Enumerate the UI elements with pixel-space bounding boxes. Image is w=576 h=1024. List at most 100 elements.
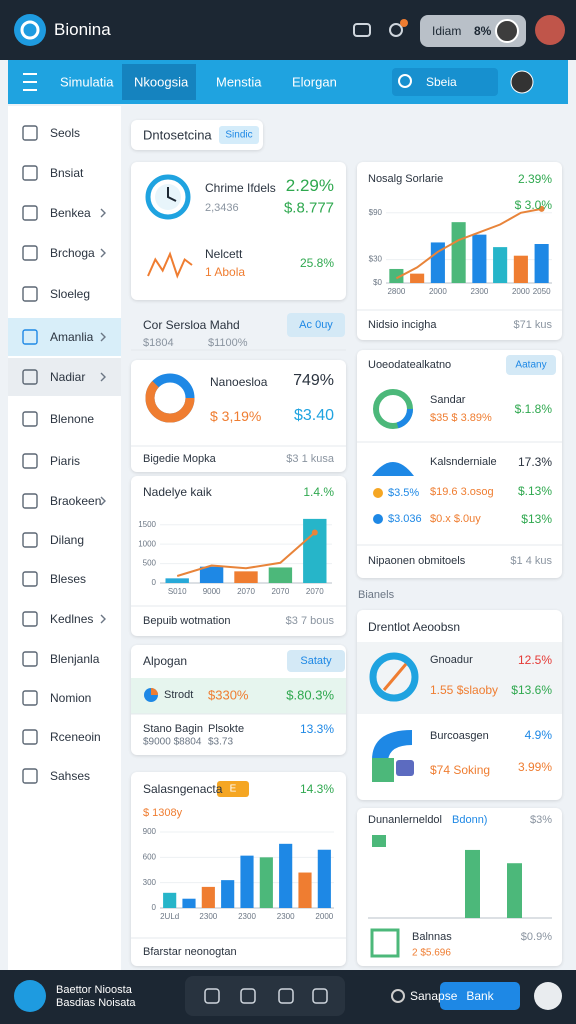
x-tick-label: 2300	[238, 912, 256, 921]
label: Bepuib wotmation	[143, 615, 231, 627]
sidebar-item[interactable]: Benkea	[50, 206, 91, 220]
bar	[493, 247, 508, 283]
avatar	[535, 15, 565, 45]
y-tick-label: 500	[143, 559, 157, 568]
nav-item[interactable]: Nkoogsia	[134, 74, 189, 90]
sidebar-item[interactable]: Piaris	[50, 454, 81, 468]
sidebar-item[interactable]: Bnsiat	[50, 166, 84, 180]
button-label[interactable]: Sataty	[300, 655, 332, 667]
sidebar-item[interactable]: Dilang	[50, 533, 85, 547]
value: 17.3%	[517, 455, 552, 469]
sidebar-item[interactable]: Sahses	[50, 769, 91, 783]
y-tick-label: 0	[152, 903, 157, 912]
gauge-icon	[369, 652, 419, 702]
chevron	[100, 248, 106, 258]
sidebar-icon	[22, 205, 38, 221]
button[interactable]	[287, 650, 345, 672]
button-label[interactable]: Bank	[466, 989, 494, 1003]
label: Uoeodatealkatno	[368, 359, 452, 371]
x-tick-label: 9000	[203, 587, 221, 596]
clock-icon	[145, 174, 191, 220]
sidebar-active	[8, 318, 121, 356]
bar	[507, 863, 522, 918]
label: Cor Sersloa Mahd	[143, 318, 240, 332]
sidebar-icon	[22, 690, 38, 706]
button-label[interactable]: Aatany	[515, 359, 547, 371]
bar	[234, 571, 258, 583]
button[interactable]	[506, 355, 556, 375]
sidebar-item[interactable]: Nomion	[50, 691, 92, 705]
section-label: Bianels	[358, 589, 395, 601]
tool-icon	[278, 988, 294, 1004]
label: $71 kus	[513, 319, 552, 331]
bar	[165, 578, 189, 583]
y-tick-label: $90	[369, 208, 383, 217]
card	[357, 808, 562, 966]
label: Dunanlerneldol	[368, 814, 442, 826]
sidebar-item[interactable]: Seols	[50, 126, 81, 140]
x-tick-label: 2070	[272, 587, 290, 596]
x-tick-label: 2300	[199, 912, 217, 921]
bar	[534, 244, 549, 283]
sidebar-item[interactable]: Blenjanla	[50, 652, 100, 666]
label: $1 4 kus	[510, 555, 552, 567]
button-label[interactable]: Ac 0uy	[299, 319, 333, 331]
button[interactable]	[440, 982, 520, 1010]
bar	[472, 234, 487, 283]
bar	[259, 857, 273, 908]
chevron	[100, 332, 106, 342]
search-placeholder[interactable]: Sbeia	[426, 75, 457, 89]
avatar	[510, 70, 534, 94]
sidebar-item[interactable]: Rceneoin	[50, 730, 101, 744]
sidebar-item[interactable]: Blenone	[50, 412, 95, 426]
label: $3 7 bous	[285, 615, 334, 627]
bar	[182, 898, 196, 908]
nav-item[interactable]: Simulatia	[60, 74, 114, 90]
value: $.8.777	[283, 199, 334, 217]
label: Nosalg Sorlarie	[368, 173, 444, 185]
label: $3 1 kusa	[286, 453, 334, 465]
gauge-needle	[382, 663, 408, 691]
sidebar-item[interactable]: Amanlia	[50, 330, 94, 344]
chevron	[100, 208, 106, 218]
x-tick-label: 2ULd	[160, 912, 179, 921]
sidebar-item[interactable]: Kedlnes	[50, 612, 94, 626]
sparkline	[147, 251, 193, 279]
brand: Bionina	[54, 20, 111, 39]
bar	[303, 518, 327, 583]
sidebar-icon	[22, 369, 38, 385]
sidebar-icon	[22, 245, 38, 261]
tool-icon	[204, 988, 220, 1004]
label: Drentlot Aeoobsn	[368, 620, 461, 634]
x-tick-label: 2300	[470, 287, 488, 296]
y-tick-label: $0	[373, 278, 382, 287]
sidebar-item[interactable]: Bleses	[50, 572, 87, 586]
label: Salasngenacta	[143, 782, 223, 796]
pie-icon	[151, 688, 158, 695]
sidebar-icon	[22, 125, 38, 141]
label: $3.036	[388, 513, 422, 525]
sidebar-icon	[22, 493, 38, 509]
button[interactable]	[287, 313, 345, 337]
donut-icon	[145, 373, 195, 423]
bar	[199, 566, 224, 583]
label: $1100%	[208, 337, 248, 349]
bar	[389, 268, 404, 283]
label: Nidsio incigha	[368, 319, 437, 331]
nav-item[interactable]: Menstia	[216, 74, 262, 90]
notification-dot	[400, 19, 408, 27]
label: $ 3,19%	[210, 408, 262, 424]
sidebar-item[interactable]: Braokeen	[50, 494, 102, 508]
label: Nadelye kaik	[143, 485, 212, 499]
label: 2,3436	[205, 202, 239, 214]
label: $330%	[208, 687, 249, 703]
search-box[interactable]	[392, 68, 498, 96]
sidebar-item[interactable]: Nadiar	[50, 370, 86, 384]
sidebar-item[interactable]: Brchoga	[50, 246, 95, 260]
value: $.80.3%	[286, 687, 334, 703]
sidebar-item[interactable]: Sloeleg	[50, 287, 91, 301]
nav-item[interactable]: Elorgan	[292, 74, 337, 90]
sidebar-icon	[22, 453, 38, 469]
dot	[373, 514, 383, 524]
icon	[396, 760, 414, 776]
